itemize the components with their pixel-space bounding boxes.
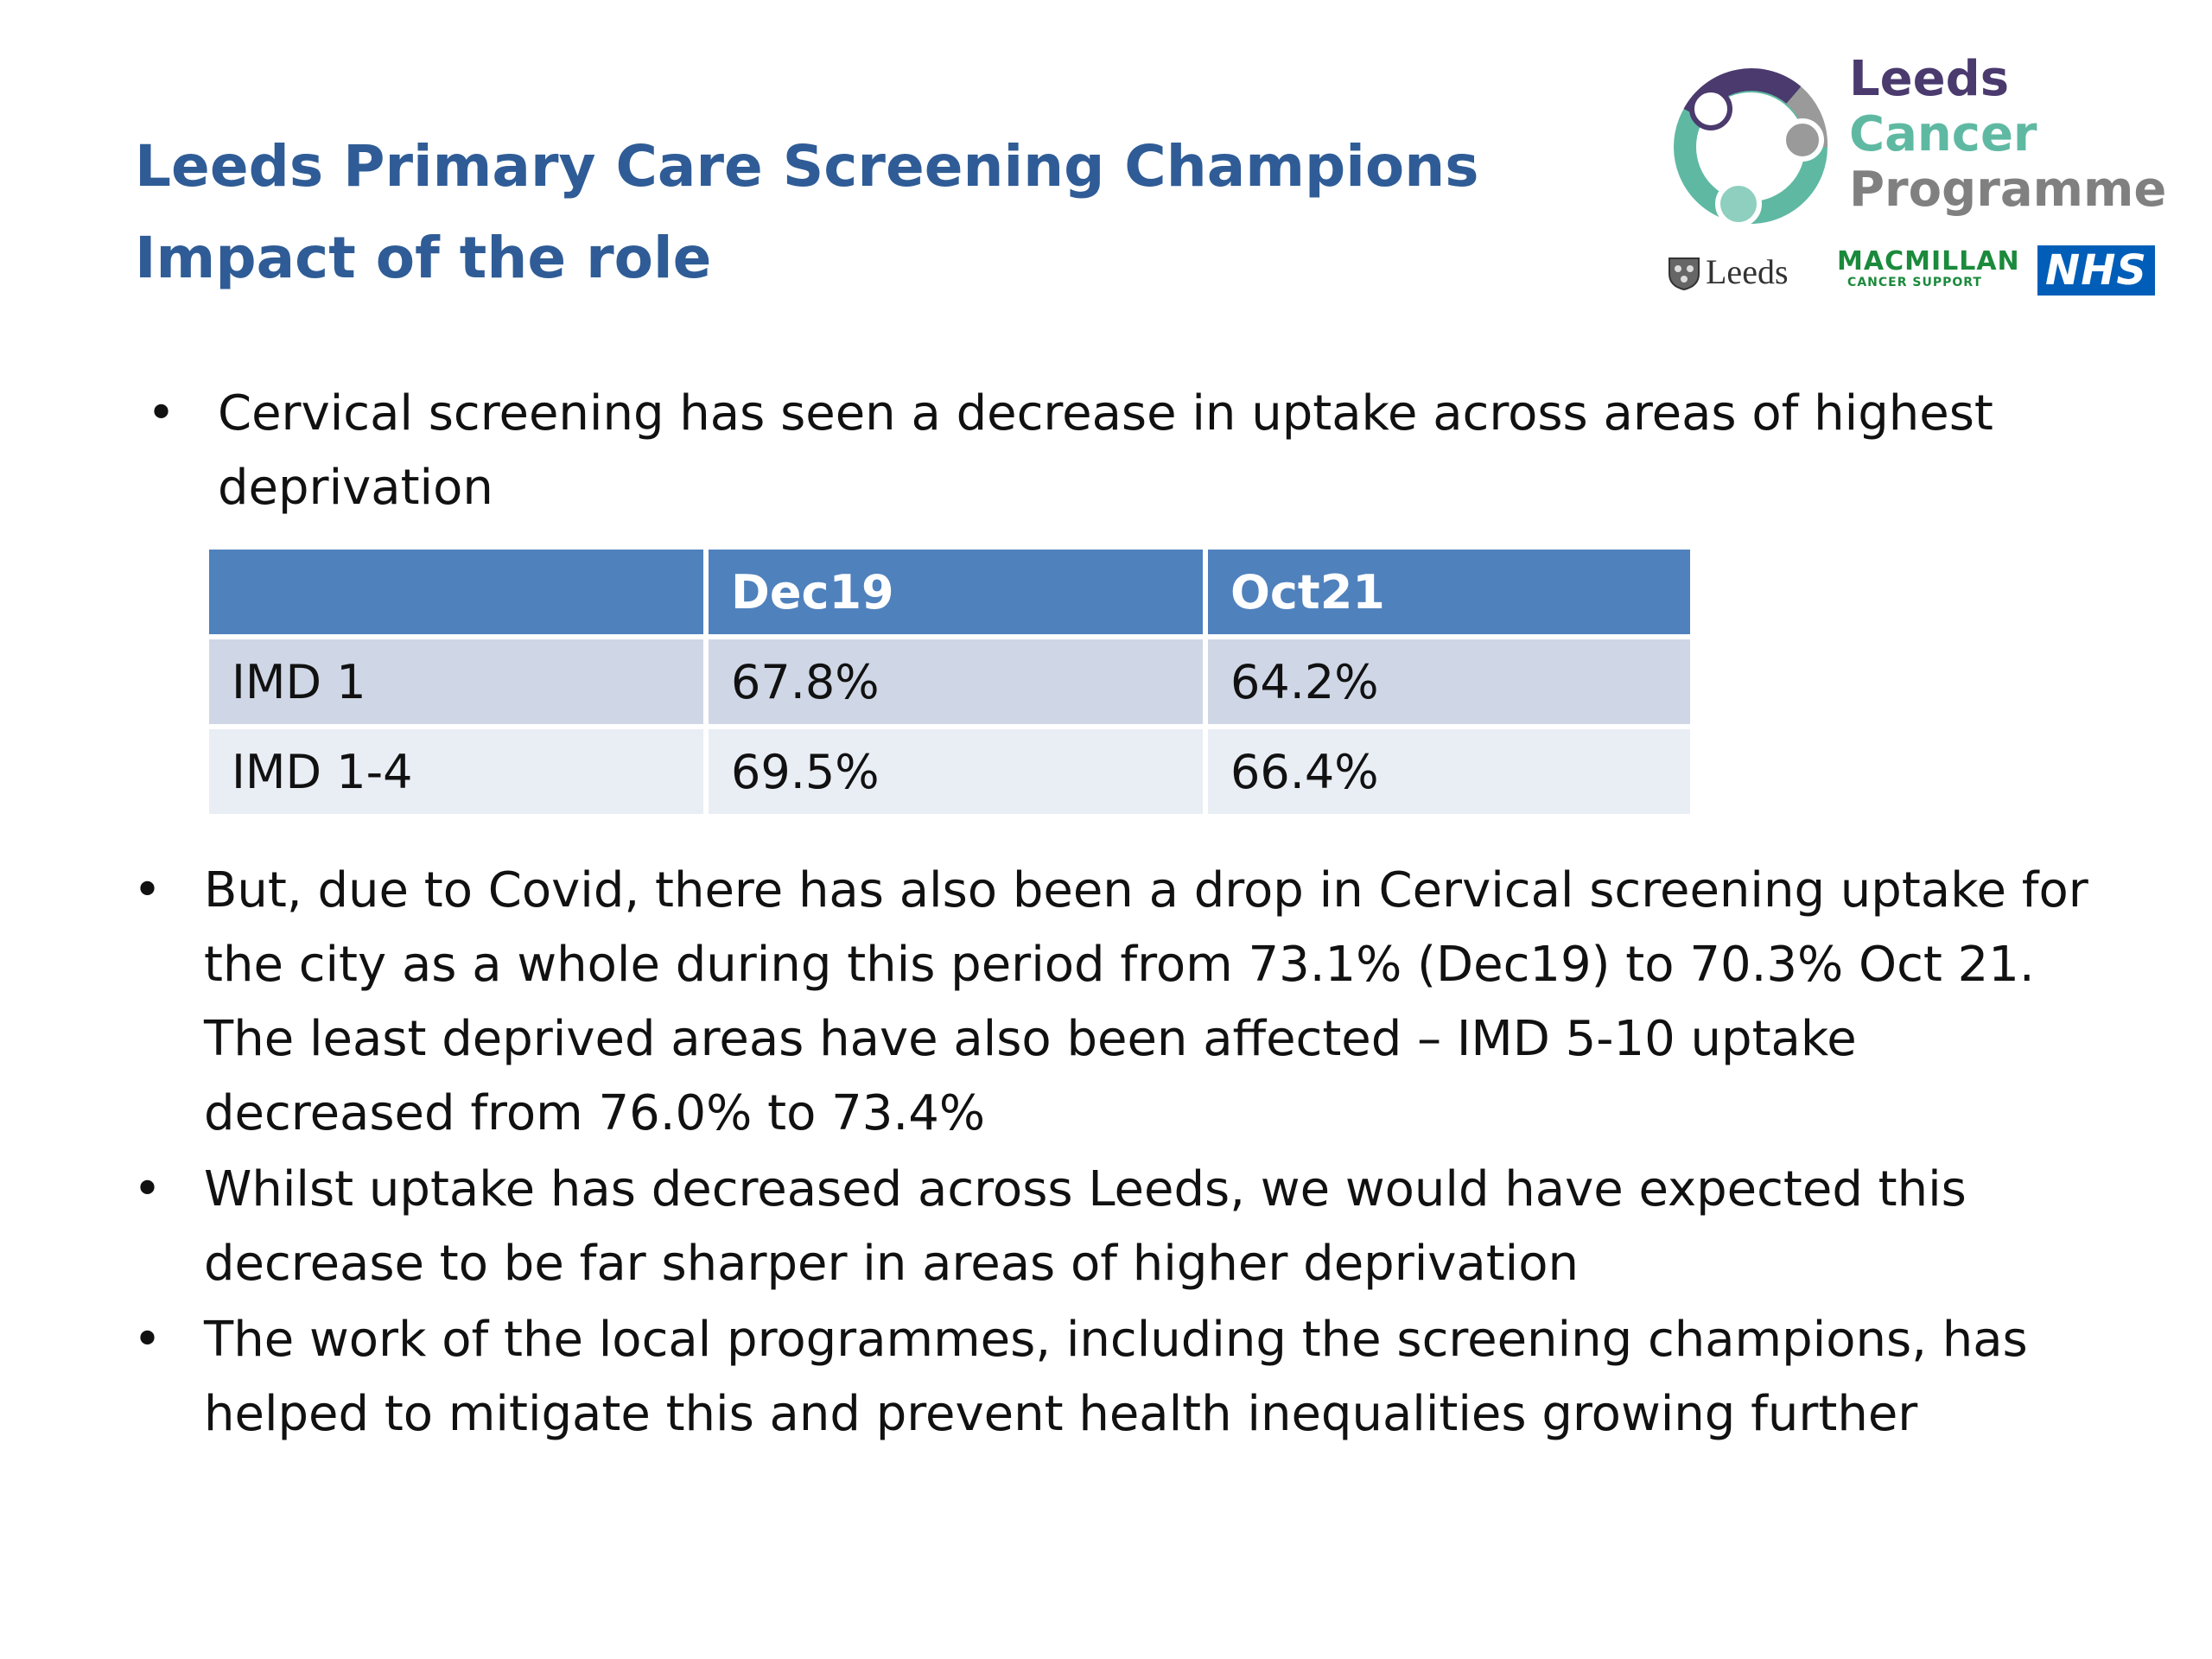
- logo-word-cancer: Cancer: [1849, 106, 2037, 162]
- table-cell: 69.5%: [703, 724, 1208, 819]
- table-header-row: Dec19 Oct21: [204, 544, 1695, 639]
- people-circle-emblem-icon: [1674, 68, 1828, 227]
- logo-word-leeds: Leeds: [1849, 51, 2010, 107]
- macmillan-tagline: CANCER SUPPORT: [1847, 276, 1982, 289]
- council-crest-icon: [1669, 257, 1700, 291]
- table-row: IMD 1 67.8% 64.2%: [204, 634, 1695, 729]
- slide-subtitle: Impact of the role: [135, 225, 712, 291]
- bullet-4-line-2: helped to mitigate this and prevent heal…: [204, 1386, 1918, 1442]
- bullet-dot: •: [133, 1161, 162, 1217]
- bullet-3-line-1: Whilst uptake has decreased across Leeds…: [204, 1161, 1967, 1217]
- table-cell: 67.8%: [703, 634, 1208, 729]
- table-cell: 66.4%: [1203, 724, 1695, 819]
- bullet-4-line-1: The work of the local programmes, includ…: [204, 1312, 2028, 1368]
- table-row: IMD 1-4 69.5% 66.4%: [204, 724, 1695, 819]
- table-header-cell: Dec19: [703, 544, 1208, 639]
- bullet-point-2: • But, due to Covid, there has also been…: [133, 854, 2088, 1151]
- leeds-council-name: Leeds: [1706, 251, 1789, 291]
- macmillan-logo: MACMILLAN CANCER SUPPORT: [1837, 246, 2020, 289]
- slide-title-line-1: Leeds Primary Care Screening Champions: [135, 133, 1479, 200]
- bullet-dot: •: [133, 1312, 162, 1368]
- bullet-dot: •: [147, 385, 176, 442]
- bullet-2-line-3: The least deprived areas have also been …: [204, 1011, 1857, 1067]
- bullet-point-4: • The work of the local programmes, incl…: [133, 1303, 2028, 1452]
- bullet-dot: •: [133, 862, 162, 918]
- partner-logos: Leeds MACMILLAN CANCER SUPPORT NHS: [1664, 244, 2157, 299]
- table-header-cell: [204, 544, 709, 639]
- bullet-1-line-2: deprivation: [218, 460, 493, 516]
- nhs-logo: NHS: [2037, 245, 2155, 296]
- macmillan-name: MACMILLAN: [1837, 246, 2020, 276]
- table-header-cell: Oct21: [1203, 544, 1695, 639]
- screening-uptake-table: Dec19 Oct21 IMD 1 67.8% 64.2% IMD 1-4 69…: [204, 544, 1695, 819]
- bullet-2-line-1: But, due to Covid, there has also been a…: [204, 862, 2088, 918]
- table-cell: IMD 1-4: [204, 724, 709, 819]
- leeds-city-council-logo: Leeds: [1664, 249, 1789, 294]
- bullet-point-3: • Whilst uptake has decreased across Lee…: [133, 1153, 1967, 1301]
- logo-wordmark: Leeds Cancer Programme: [1849, 52, 2166, 218]
- bullet-3-line-2: decrease to be far sharper in areas of h…: [204, 1236, 1579, 1292]
- bullet-2-line-4: decreased from 76.0% to 73.4%: [204, 1085, 986, 1141]
- bullet-point-1: • Cervical screening has seen a decrease…: [147, 377, 1993, 525]
- bullet-2-line-2: the city as a whole during this period f…: [204, 937, 2035, 993]
- bullet-1-line-1: Cervical screening has seen a decrease i…: [218, 385, 1993, 442]
- leeds-cancer-programme-logo: Leeds Cancer Programme Leeds MACMILLAN C…: [1659, 52, 2166, 311]
- table-cell: IMD 1: [204, 634, 709, 729]
- logo-word-programme: Programme: [1849, 162, 2167, 218]
- table-cell: 64.2%: [1203, 634, 1695, 729]
- slide-title: Leeds Primary Care Screening Champions I…: [135, 121, 1479, 304]
